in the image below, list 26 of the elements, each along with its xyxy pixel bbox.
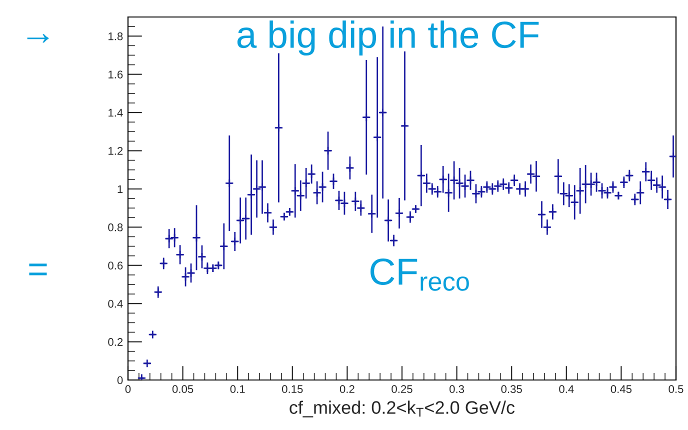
x-tick-label: 0.35 [501, 385, 522, 394]
x-tick-label: 0.15 [282, 385, 303, 394]
y-tick-label: 0 [117, 376, 123, 384]
annotation: a big dip in the CF [237, 20, 539, 56]
x-tick-label: 0.4 [559, 385, 574, 394]
x-tick-label: 0.5 [668, 385, 684, 394]
x-tick-label: 0.45 [610, 385, 632, 394]
annotation: CF$_{reco}$ [370, 258, 469, 291]
x-tick-label: 0.2 [340, 385, 354, 394]
y-tick-label: 0.4 [108, 300, 123, 308]
y-tick-label: 1.2 [108, 147, 123, 155]
x-tick-label: 0.05 [172, 385, 194, 394]
y-tick-label: 1.8 [108, 32, 123, 40]
y-tick-label: 1 [118, 185, 123, 193]
y-tick-label: 0.6 [108, 262, 123, 270]
x-tick-label: 0.3 [450, 385, 464, 394]
x-axis-title: cf_mixed: 0.2<k$_{T}$<2.0 GeV/c [290, 400, 515, 418]
x-tick-label: 0.1 [230, 385, 245, 394]
x-tick-label: 0.25 [392, 385, 412, 394]
y-tick-label: 0.8 [108, 223, 123, 232]
y-tick-label: 0.2 [108, 338, 123, 346]
text: = [29, 264, 47, 276]
x-tick-label: 0 [125, 385, 131, 394]
y-tick-label: 1.4 [108, 108, 123, 117]
y-tick-label: 1.6 [108, 70, 123, 78]
text: → [27, 34, 49, 43]
